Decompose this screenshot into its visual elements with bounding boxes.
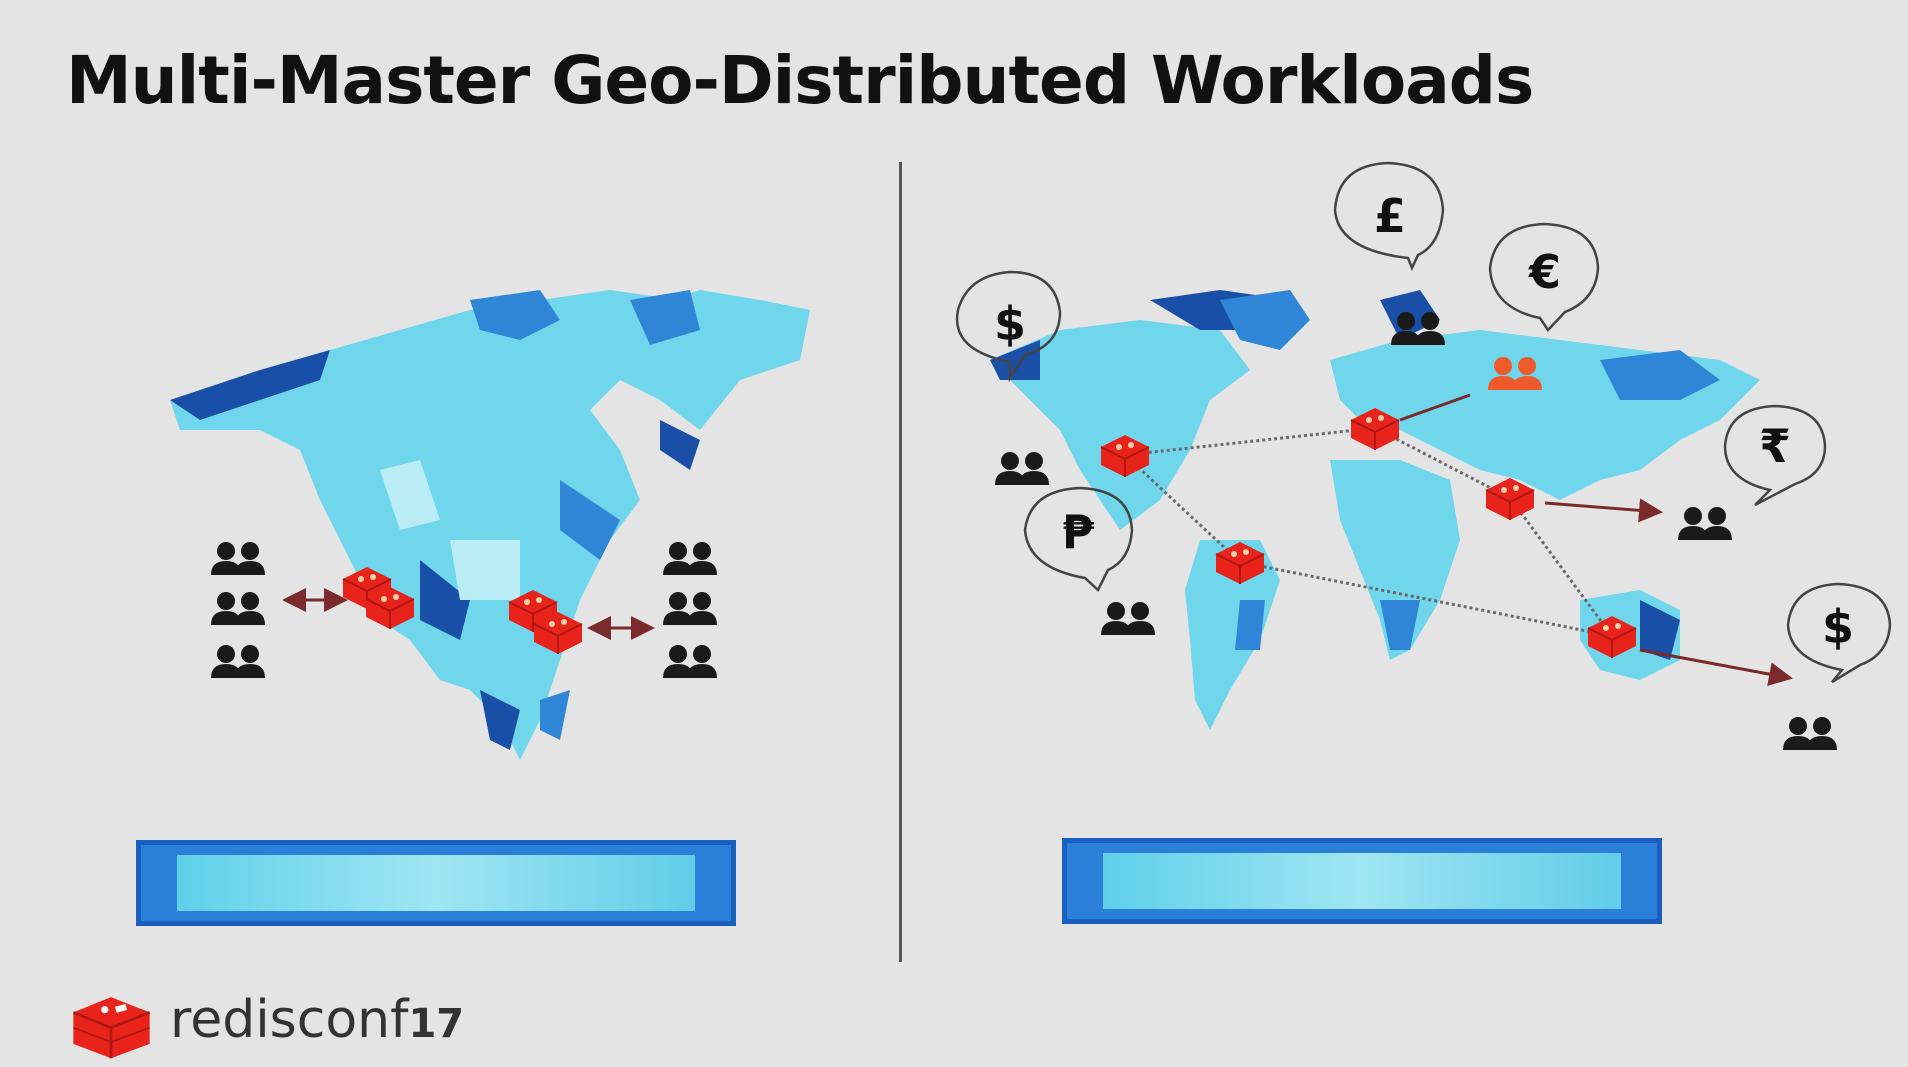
people-group-icon — [995, 452, 1049, 485]
world-map — [990, 290, 1760, 730]
currency-dollar-oceania: $ — [1822, 600, 1854, 654]
currency-peso: ₱ — [1062, 505, 1094, 559]
right-caption-box — [1062, 838, 1662, 924]
people-group-icon — [663, 645, 717, 678]
currency-rupee: ₹ — [1759, 419, 1791, 473]
slide-title: Multi-Master Geo-Distributed Workloads — [66, 42, 1534, 119]
currency-dollar-americas: $ — [994, 297, 1026, 351]
redis-node-icon — [1485, 477, 1535, 521]
vertical-divider — [899, 162, 902, 962]
logo-year: 17 — [408, 1001, 465, 1047]
left-caption-box — [136, 840, 736, 926]
logo-wordmark: redisconf17 — [170, 990, 464, 1050]
north-america-map — [170, 290, 810, 760]
speech-bubble-icon — [1023, 486, 1134, 593]
people-group-icon — [1101, 602, 1155, 635]
speech-bubble-icon — [955, 270, 1062, 383]
logo-brand: redisconf — [170, 990, 409, 1050]
currency-euro: € — [1528, 245, 1561, 299]
speech-bubble-icon — [1786, 582, 1892, 684]
redis-logo-icon — [72, 997, 151, 1059]
people-group-icon — [211, 592, 265, 625]
speech-bubble-icon — [1333, 161, 1445, 272]
people-group-icon — [663, 542, 717, 575]
currency-pound: £ — [1374, 189, 1406, 243]
speech-bubble-icon — [1723, 404, 1827, 507]
people-group-icon — [211, 542, 265, 575]
speech-bubble-icon — [1488, 222, 1600, 332]
people-group-icon — [1783, 717, 1837, 750]
people-group-icon — [1678, 507, 1732, 540]
people-group-icon — [663, 592, 717, 625]
people-group-icon — [211, 645, 265, 678]
